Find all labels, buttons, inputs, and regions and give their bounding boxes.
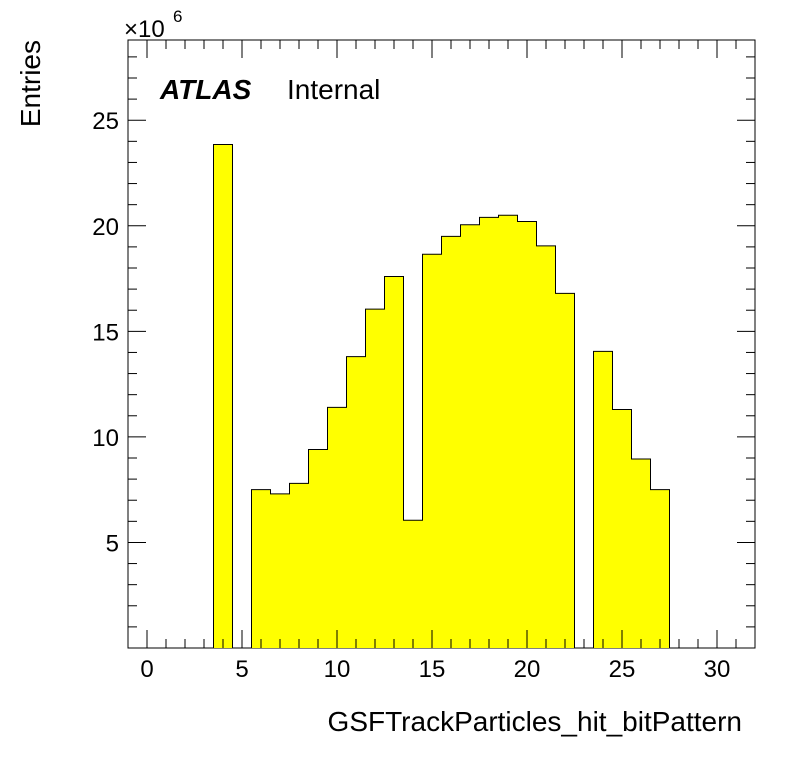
histogram-bar [384, 276, 404, 648]
atlas-label: ATLAS [159, 74, 252, 105]
histogram-bar [213, 144, 233, 648]
histogram-bar [441, 236, 461, 648]
histogram-bar [403, 520, 423, 648]
y-tick-label: 5 [106, 530, 119, 557]
x-tick-label: 15 [419, 656, 446, 683]
histogram-bar [270, 493, 290, 648]
x-tick-labels: 0 5 10 15 20 25 30 [140, 656, 730, 683]
histogram-bar [251, 489, 271, 648]
histogram-bar [593, 351, 613, 648]
histogram-step-line [137, 144, 746, 649]
histogram-bar [650, 489, 670, 648]
histogram-bar [498, 215, 518, 648]
internal-label: Internal [287, 74, 380, 105]
x-tick-label: 5 [235, 656, 248, 683]
x-tick-label: 30 [704, 656, 731, 683]
y-tick-label: 10 [92, 425, 119, 452]
histogram-bar [536, 245, 556, 648]
y-axis-multiplier-exponent: 6 [173, 7, 182, 26]
y-axis-multiplier: ×10 [124, 16, 165, 43]
histogram-bar [555, 293, 575, 648]
x-tick-label: 0 [140, 656, 153, 683]
axis-ticks [127, 40, 756, 648]
histogram-bar [422, 254, 442, 648]
histogram-bar [289, 483, 309, 648]
histogram-bar [631, 459, 651, 648]
histogram-bar [327, 407, 347, 648]
histogram-bar [517, 221, 537, 648]
histogram-bar [308, 449, 328, 648]
histogram-bar [346, 356, 366, 648]
x-tick-label: 20 [514, 656, 541, 683]
x-tick-label: 10 [324, 656, 351, 683]
y-axis-title: Entries [15, 40, 46, 127]
histogram-outline [137, 144, 746, 649]
x-tick-label: 25 [609, 656, 636, 683]
histogram-bar [365, 309, 385, 648]
histogram-bar [460, 224, 480, 648]
y-tick-labels: 5 10 15 20 25 [92, 108, 119, 557]
y-tick-label: 25 [92, 108, 119, 135]
x-axis-title: GSFTrackParticles_hit_bitPattern [328, 706, 742, 737]
y-tick-label: 20 [92, 214, 119, 241]
histogram-bar [612, 409, 632, 648]
histogram-bar [479, 217, 499, 648]
histogram-bars [213, 144, 670, 648]
y-tick-label: 15 [92, 319, 119, 346]
